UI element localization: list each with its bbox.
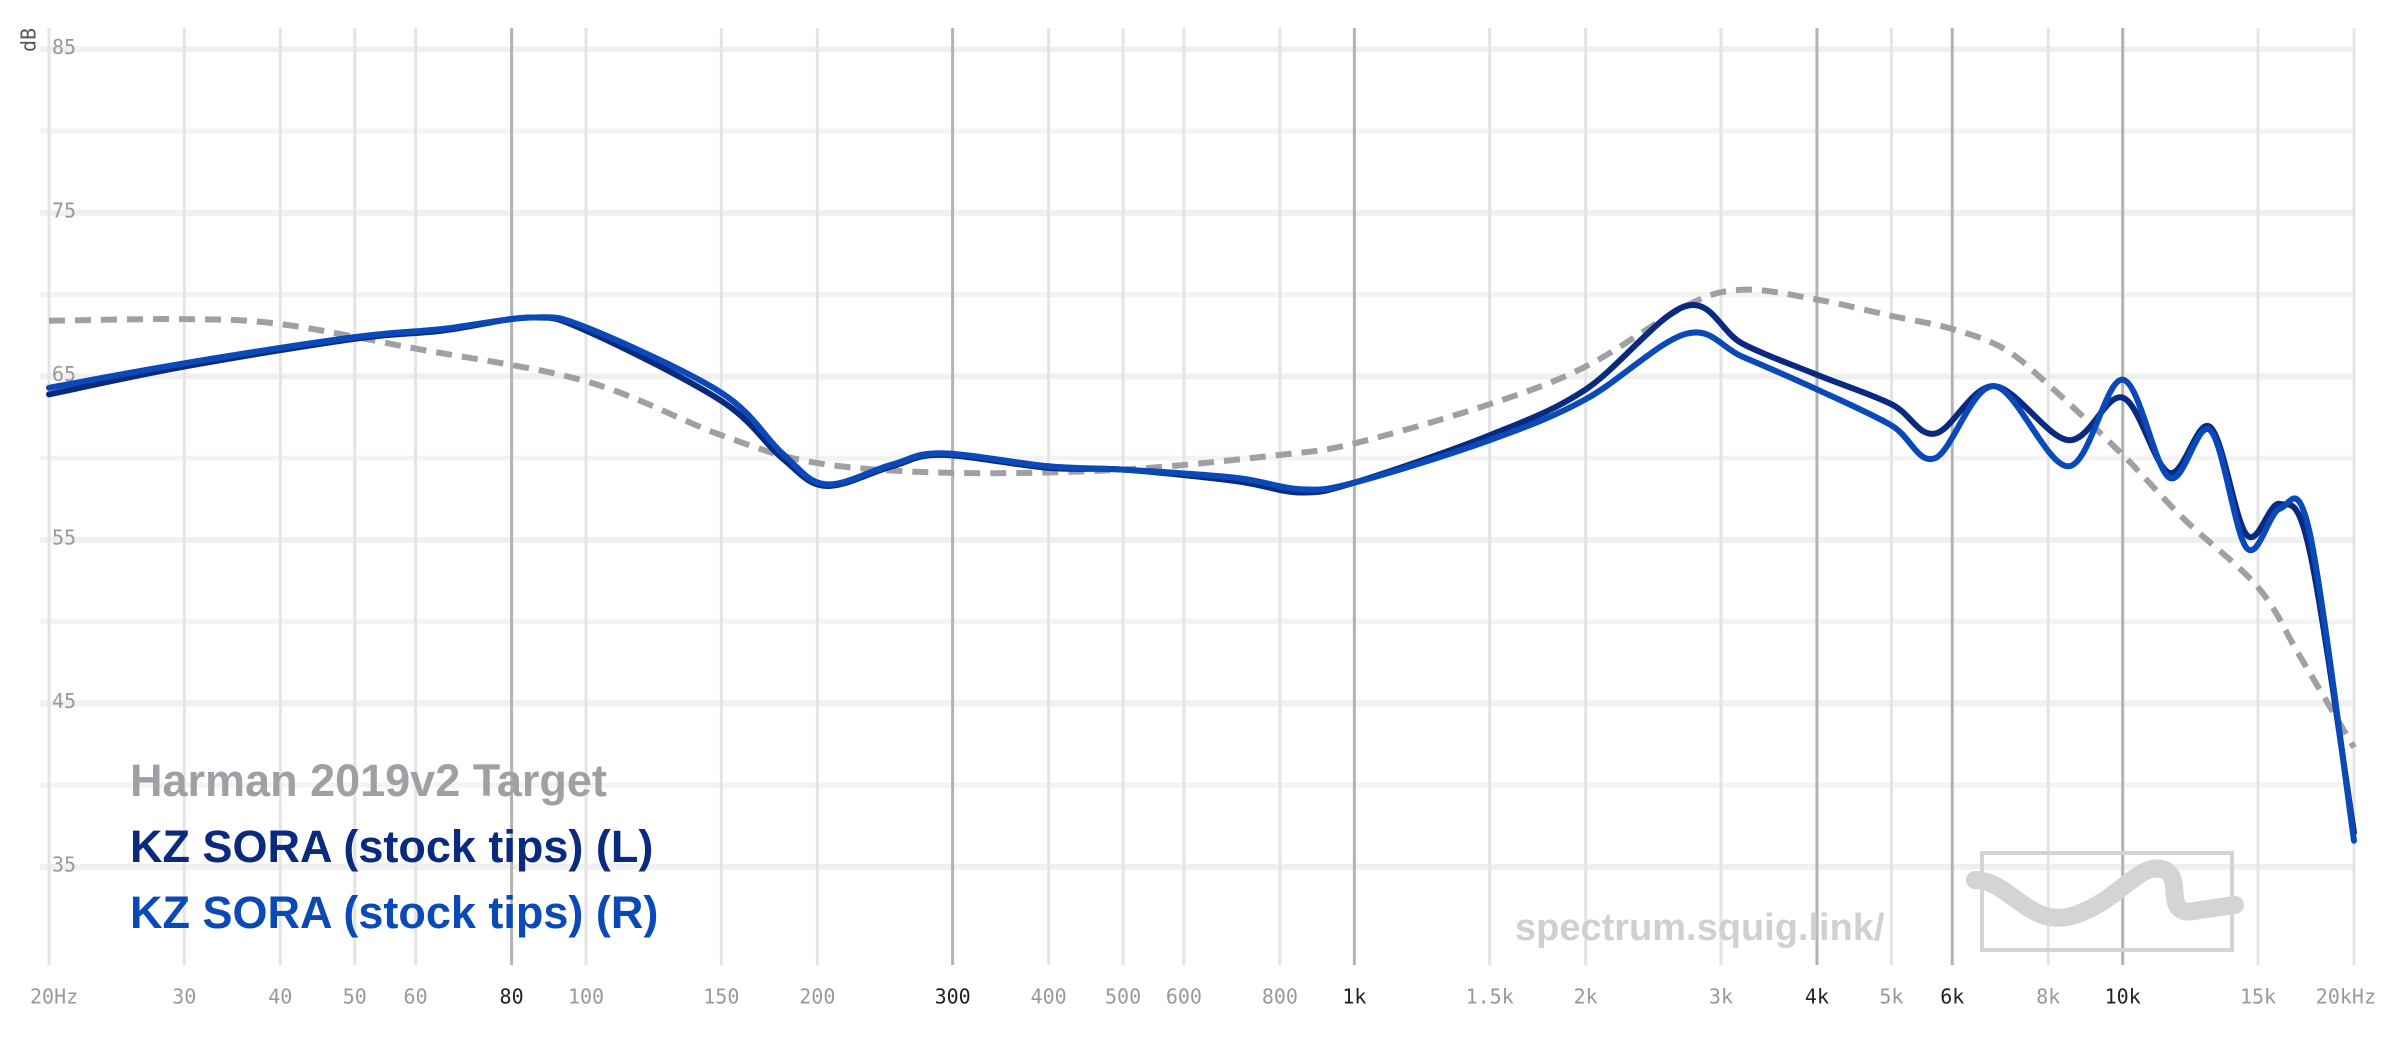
x-tick-label: 50 — [343, 985, 367, 1009]
series-line — [46, 314, 2357, 844]
x-tick-label: 300 — [935, 985, 971, 1009]
y-tick-label: 55 — [52, 525, 76, 549]
plot-lines — [46, 286, 2357, 844]
y-tick-label: 45 — [52, 689, 76, 713]
x-tick-label: 15k — [2240, 985, 2276, 1009]
x-tick-label: 20kHz — [2316, 985, 2376, 1009]
x-tick-label: 5k — [1879, 985, 1903, 1009]
x-tick-label: 60 — [404, 985, 428, 1009]
x-tick-label: 600 — [1166, 985, 1202, 1009]
series-line — [46, 301, 2357, 836]
x-tick-label: 400 — [1031, 985, 1067, 1009]
x-tick-label: 80 — [500, 985, 524, 1009]
x-tick-label: 4k — [1805, 985, 1829, 1009]
series-line — [48, 286, 2357, 750]
y-tick-label: 85 — [52, 35, 76, 59]
legend-entry: KZ SORA (stock tips) (R) — [130, 887, 658, 938]
x-tick-label: 800 — [1262, 985, 1298, 1009]
x-tick-label: 150 — [703, 985, 739, 1009]
logo-wave — [1966, 859, 2244, 927]
x-tick-label: 1k — [1342, 985, 1366, 1009]
x-tick-label: 10k — [2105, 985, 2141, 1009]
x-tick-label: 100 — [568, 985, 604, 1009]
legend-entry: KZ SORA (stock tips) (L) — [130, 821, 653, 872]
x-tick-label: 6k — [1940, 985, 1964, 1009]
y-tick-label: 35 — [52, 852, 76, 876]
x-tick-label: 500 — [1105, 985, 1141, 1009]
watermark: spectrum.squig.link/ — [1515, 851, 2244, 952]
x-tick-label: 8k — [2036, 985, 2060, 1009]
x-tick-label: 20Hz — [30, 985, 78, 1009]
watermark-text: spectrum.squig.link/ — [1515, 907, 1885, 949]
x-tick-label: 2k — [1574, 985, 1598, 1009]
x-tick-label: 3k — [1709, 985, 1733, 1009]
y-axis-label: dB — [17, 28, 41, 52]
legend: Harman 2019v2 Target KZ SORA (stock tips)… — [130, 755, 658, 938]
y-tick-label: 75 — [52, 198, 76, 222]
x-tick-label: 200 — [799, 985, 835, 1009]
x-tick-label: 40 — [268, 985, 292, 1009]
x-tick-label: 1.5k — [1466, 985, 1514, 1009]
x-tick-label: 30 — [172, 985, 196, 1009]
legend-entry: Harman 2019v2 Target — [130, 755, 607, 806]
